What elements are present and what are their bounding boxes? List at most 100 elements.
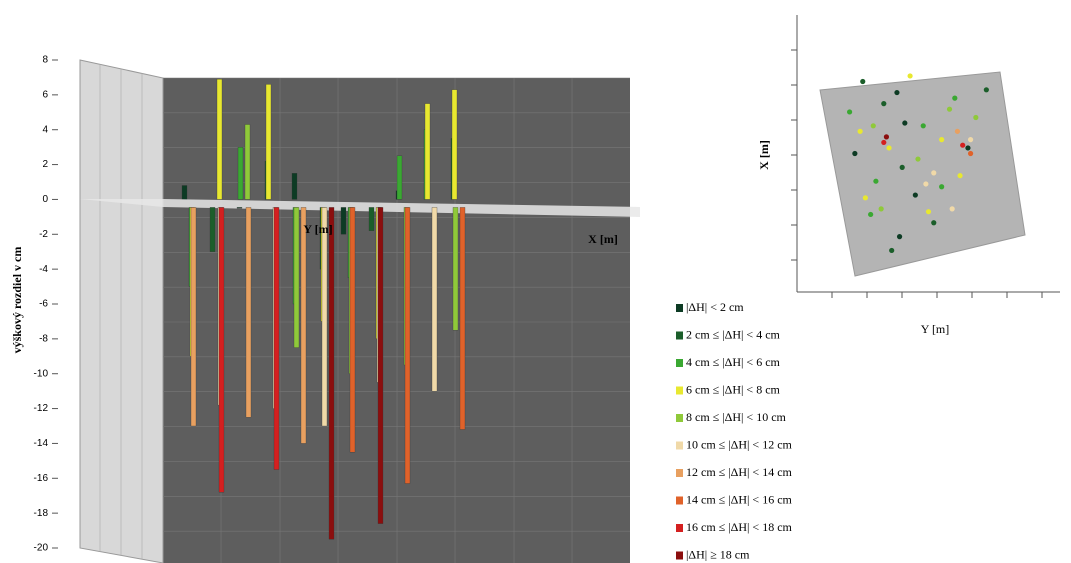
point xyxy=(860,79,865,84)
page: -20-18-16-14-12-10-8-6-4-202468 výškový … xyxy=(0,0,1071,563)
legend-label: 14 cm ≤ |ΔH| < 16 cm xyxy=(686,492,793,506)
legend-swatch xyxy=(676,469,683,477)
point xyxy=(863,195,868,200)
point xyxy=(879,206,884,211)
legend-swatch xyxy=(676,552,683,560)
point xyxy=(955,129,960,134)
bar xyxy=(292,173,297,199)
point xyxy=(931,170,936,175)
point xyxy=(915,156,920,161)
point xyxy=(884,134,889,139)
bar xyxy=(378,207,383,523)
bar xyxy=(245,124,250,199)
point xyxy=(950,206,955,211)
bar xyxy=(182,185,187,199)
point xyxy=(939,184,944,189)
point xyxy=(900,165,905,170)
legend-swatch xyxy=(676,497,683,505)
side-wall xyxy=(80,60,163,563)
point xyxy=(868,212,873,217)
bar xyxy=(210,207,215,251)
legend-label: 6 cm ≤ |ΔH| < 8 cm xyxy=(686,382,781,396)
bar xyxy=(301,207,306,443)
point xyxy=(926,209,931,214)
point xyxy=(881,101,886,106)
map-x-label: Y [m] xyxy=(921,322,950,336)
legend-label: 2 cm ≤ |ΔH| < 4 cm xyxy=(686,327,781,341)
y-tick-label: -6 xyxy=(39,299,48,310)
point xyxy=(852,151,857,156)
point xyxy=(965,145,970,150)
bar xyxy=(432,207,437,391)
bar xyxy=(405,207,410,483)
point xyxy=(960,143,965,148)
point xyxy=(902,120,907,125)
legend-label: |ΔH| < 2 cm xyxy=(686,300,744,314)
legend-swatch xyxy=(676,359,683,367)
legend-label: 16 cm ≤ |ΔH| < 18 cm xyxy=(686,520,793,534)
point xyxy=(968,151,973,156)
y-tick-label: -12 xyxy=(34,403,49,414)
bar xyxy=(246,207,251,417)
y-tick-label: 8 xyxy=(42,55,48,66)
y-m-label: Y [m] xyxy=(303,222,332,236)
point xyxy=(886,145,891,150)
point xyxy=(947,107,952,112)
legend-swatch xyxy=(676,387,683,395)
point xyxy=(913,192,918,197)
point xyxy=(968,137,973,142)
legend-swatch xyxy=(676,524,683,532)
bar xyxy=(219,207,224,492)
y-tick-label: -20 xyxy=(34,543,49,554)
point xyxy=(907,73,912,78)
point xyxy=(939,137,944,142)
bar xyxy=(397,156,402,200)
bar xyxy=(460,207,465,429)
point xyxy=(897,234,902,239)
point xyxy=(881,140,886,145)
point xyxy=(894,90,899,95)
point xyxy=(873,179,878,184)
bar xyxy=(237,207,242,208)
bar xyxy=(238,147,243,199)
legend-swatch xyxy=(676,442,683,450)
y-tick-label: 0 xyxy=(42,194,48,205)
bar xyxy=(341,207,346,234)
bar xyxy=(266,84,271,199)
map-y-label: X [m] xyxy=(757,140,771,170)
y-tick-label: 6 xyxy=(42,89,48,100)
point xyxy=(984,87,989,92)
y-tick-label: -16 xyxy=(34,473,49,484)
bar xyxy=(369,207,374,230)
bar xyxy=(329,207,334,539)
y-axis-label: výškový rozdiel v cm xyxy=(10,247,24,354)
legend-label: 10 cm ≤ |ΔH| < 12 cm xyxy=(686,437,793,451)
y-tick-label: 2 xyxy=(42,159,48,170)
y-tick-label: -18 xyxy=(34,508,49,519)
point xyxy=(952,96,957,101)
legend-swatch xyxy=(676,332,683,340)
point xyxy=(858,129,863,134)
bar xyxy=(191,207,196,426)
bar xyxy=(425,104,430,200)
y-tick-label: 4 xyxy=(42,124,48,135)
legend-swatch xyxy=(676,304,683,312)
bar xyxy=(217,79,222,199)
y-tick-label: -10 xyxy=(34,368,49,379)
legend-label: 12 cm ≤ |ΔH| < 14 cm xyxy=(686,465,793,479)
point xyxy=(923,181,928,186)
point xyxy=(931,220,936,225)
bar xyxy=(274,207,279,469)
x-m-label: X [m] xyxy=(588,232,618,246)
legend-label: 8 cm ≤ |ΔH| < 10 cm xyxy=(686,410,787,424)
bar xyxy=(294,207,299,347)
y-tick-label: -14 xyxy=(34,438,49,449)
bar xyxy=(452,90,457,200)
map-image xyxy=(820,72,1025,276)
bar xyxy=(322,207,327,426)
point xyxy=(871,123,876,128)
bar xyxy=(453,207,458,330)
point xyxy=(847,109,852,114)
point xyxy=(973,115,978,120)
legend-label: |ΔH| ≥ 18 cm xyxy=(686,547,750,561)
